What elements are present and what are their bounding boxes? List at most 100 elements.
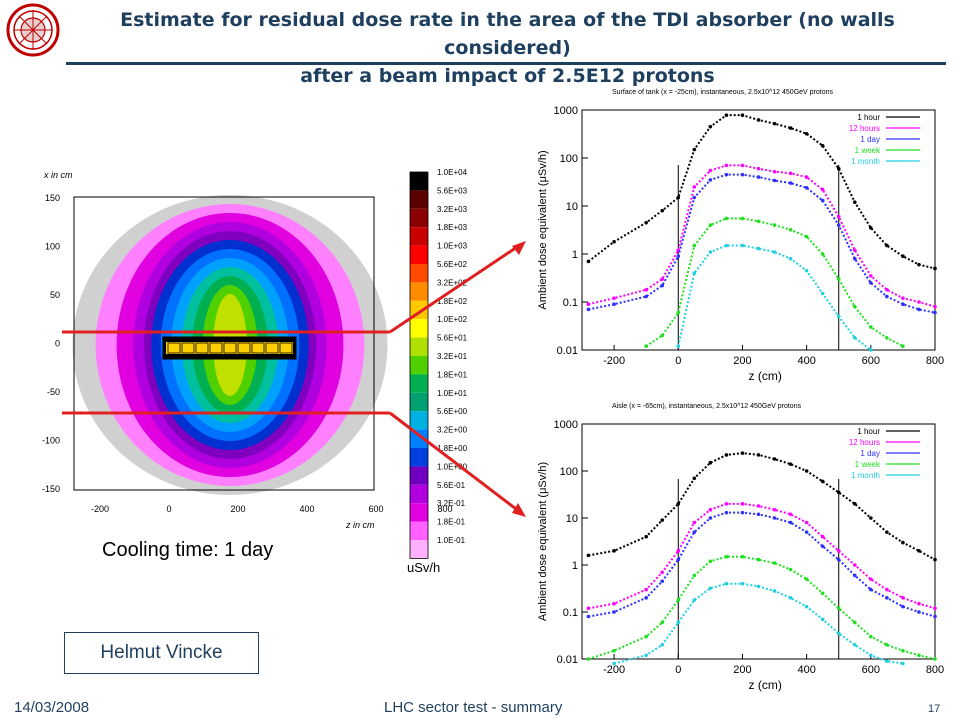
absorber-block [251, 342, 265, 354]
data-point [852, 573, 857, 578]
data-point [660, 277, 665, 281]
data-point [586, 657, 591, 661]
data-point [612, 610, 616, 614]
y-tick-label: 0.1 [563, 607, 578, 619]
absorber-block [279, 342, 293, 354]
map-y-tick: 0 [55, 339, 60, 349]
map-x-tick: 400 [299, 504, 314, 514]
data-point [740, 243, 745, 248]
data-point [586, 307, 591, 312]
x-tick-label: 400 [797, 664, 815, 676]
colorbar-label: 3.2E+00 [437, 426, 468, 435]
data-point [692, 598, 697, 602]
x-tick-label: 800 [926, 355, 944, 367]
data-point [788, 171, 793, 176]
legend-entry: 1 day [860, 449, 880, 458]
data-point [772, 169, 777, 174]
data-point [885, 243, 889, 248]
data-point [852, 256, 857, 261]
data-point [660, 643, 665, 647]
colorbar-label: 3.2E-01 [437, 499, 466, 508]
lhc-logo-icon [6, 3, 60, 57]
data-point [804, 577, 809, 581]
data-point [852, 563, 857, 567]
data-point [852, 620, 857, 625]
plot-frame [581, 109, 936, 351]
data-point [772, 561, 777, 565]
data-point [676, 254, 681, 258]
map-x-tick: -200 [91, 504, 109, 514]
data-point [692, 147, 697, 152]
data-point [788, 520, 793, 525]
data-point [692, 520, 697, 525]
colorbar-swatch [410, 540, 428, 559]
footer-date: 14/03/2008 [14, 699, 90, 716]
absorber-block [195, 342, 209, 354]
data-point [644, 534, 648, 539]
data-point [788, 512, 793, 517]
x-tick-label: 800 [926, 664, 944, 676]
data-point [708, 250, 713, 254]
legend-entry: 1 hour [857, 113, 880, 122]
colorbar-swatch [410, 448, 428, 467]
colorbar-label: 3.2E+03 [437, 205, 468, 214]
data-point [586, 302, 591, 306]
colorbar-label: 1.8E+03 [437, 223, 468, 232]
data-point [869, 653, 873, 658]
plot-frame [581, 423, 936, 660]
colorbar-label: 1.0E-01 [437, 536, 466, 545]
data-point [820, 252, 825, 256]
data-point [772, 516, 777, 520]
y-tick-label: 1000 [554, 105, 578, 117]
data-point [933, 657, 937, 661]
data-point [852, 335, 857, 340]
slide-title: Estimate for residual dose rate in the a… [70, 6, 945, 90]
data-point [788, 181, 793, 185]
absorber-block [223, 342, 237, 354]
data-point [772, 250, 777, 254]
data-point [586, 614, 591, 619]
data-point [788, 462, 793, 466]
data-point [933, 606, 937, 611]
colorbar-label: 1.0E+03 [437, 242, 468, 251]
data-point [724, 172, 729, 177]
data-point [917, 549, 921, 553]
data-point [692, 243, 697, 248]
x-tick-label: 200 [733, 664, 751, 676]
data-point [740, 554, 745, 559]
x-tick-label: 0 [675, 355, 681, 367]
data-point [708, 586, 713, 591]
y-axis-label: Ambient dose equivalent (μSv/h) [537, 462, 549, 621]
colorbar-label: 1.0E+01 [437, 389, 468, 398]
data-point [852, 304, 857, 309]
colorbar-label: 1.0E+04 [437, 168, 468, 177]
data-point [836, 166, 841, 171]
data-point [933, 304, 937, 309]
x-tick-label: 0 [675, 664, 681, 676]
data-point [708, 507, 713, 512]
colorbar-frame [409, 171, 429, 559]
data-point [836, 557, 841, 562]
data-point [612, 648, 616, 653]
data-point [836, 277, 841, 281]
data-point [756, 219, 761, 224]
colorbar-label: 3.2E+01 [437, 352, 468, 361]
data-point [901, 596, 905, 600]
data-point [869, 634, 873, 639]
colorbar-unit: uSv/h [407, 560, 440, 575]
data-point [692, 573, 697, 578]
x-tick-label: 200 [733, 355, 751, 367]
data-point [852, 502, 857, 506]
data-point [724, 510, 729, 515]
series-line-1-day [588, 173, 936, 314]
plot-title: Aisle (x = -65cm), instantaneous, 2.5x10… [612, 403, 802, 410]
data-point [869, 516, 873, 520]
map-y-label: x in cm [43, 170, 73, 180]
data-point [885, 530, 889, 534]
data-point [820, 544, 825, 549]
x-tick-label: 400 [797, 355, 815, 367]
data-point [820, 291, 825, 296]
data-point [885, 596, 889, 600]
data-point [869, 281, 873, 285]
y-tick-label: 0.1 [563, 297, 578, 309]
